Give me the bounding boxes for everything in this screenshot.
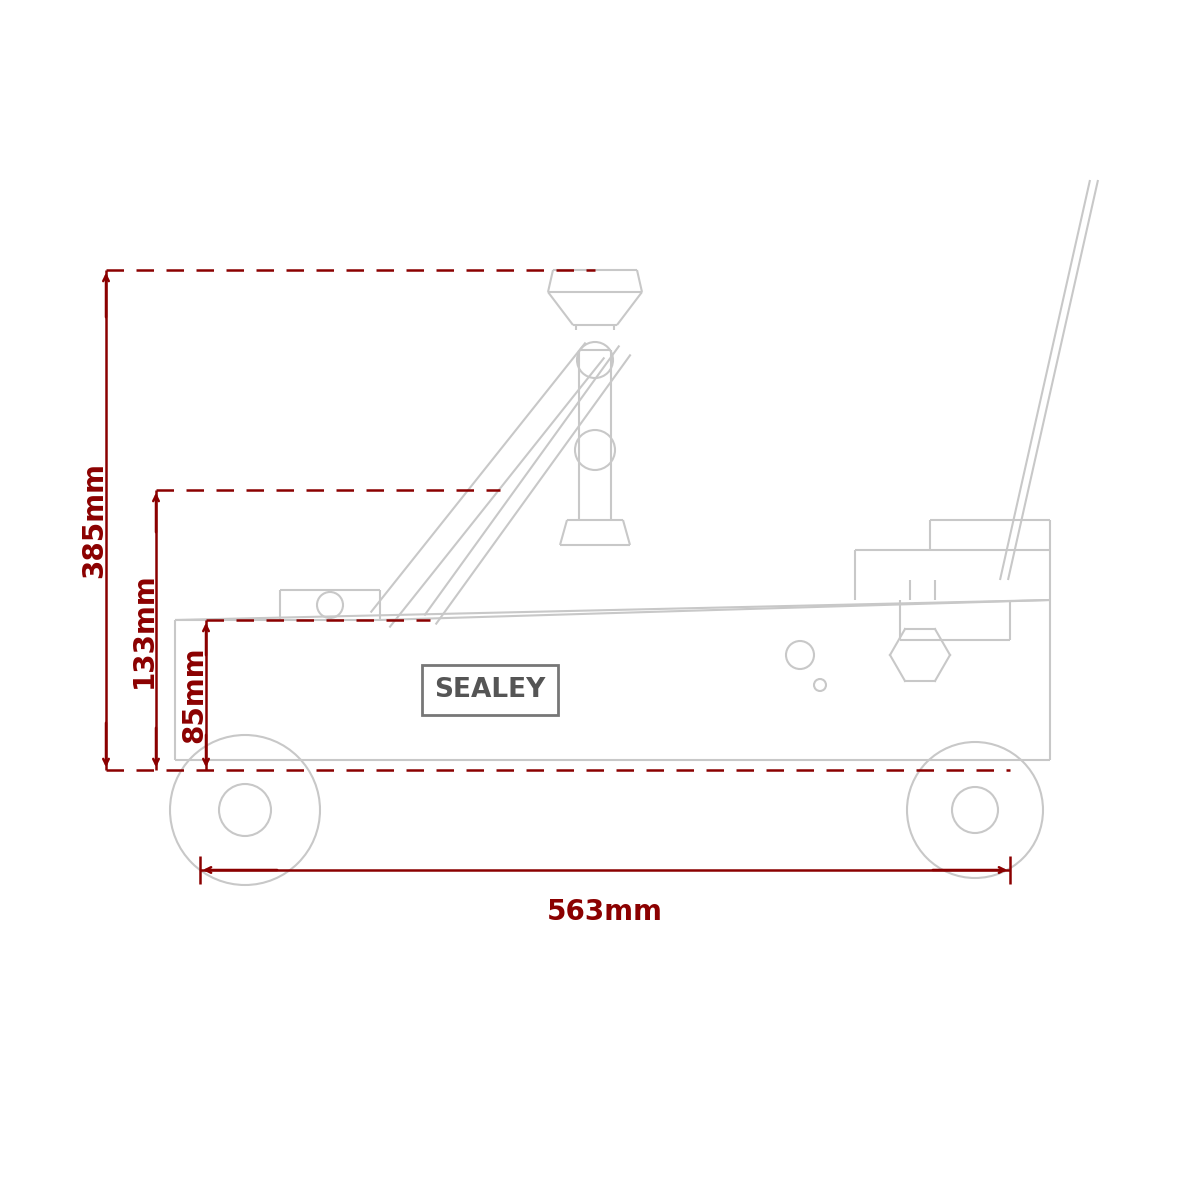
Text: 385mm: 385mm [80, 462, 108, 578]
Text: 563mm: 563mm [547, 898, 662, 926]
Text: 85mm: 85mm [180, 647, 208, 743]
Text: SEALEY: SEALEY [434, 677, 546, 703]
Text: 133mm: 133mm [130, 572, 158, 688]
